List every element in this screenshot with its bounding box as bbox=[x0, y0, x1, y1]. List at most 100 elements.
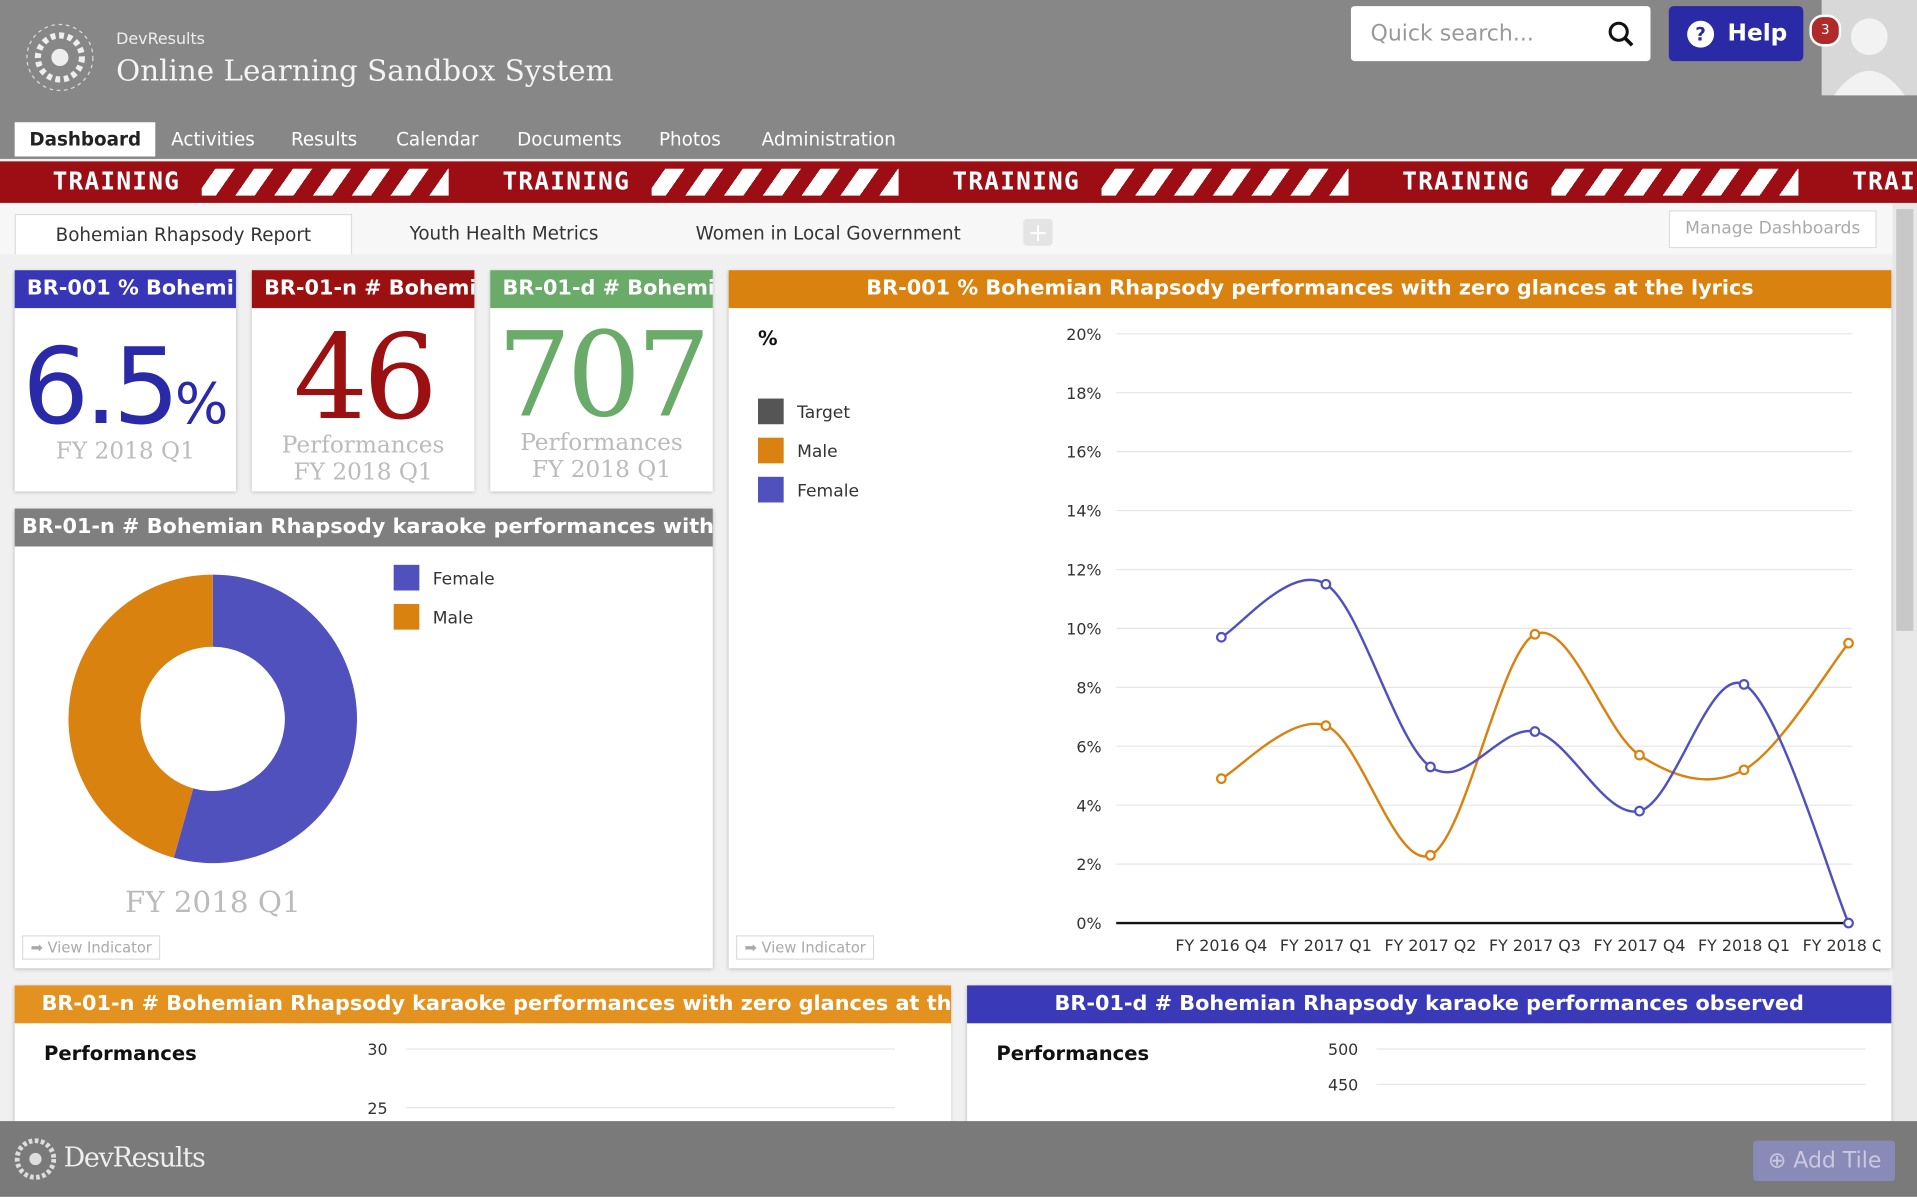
footer: DevResults ⊕ Add Tile bbox=[0, 1121, 1917, 1197]
search-box[interactable]: Quick search... bbox=[1350, 6, 1651, 62]
y-tick-label: 450 bbox=[1328, 1076, 1358, 1095]
add-tile[interactable]: ⊕ Add Tile bbox=[1753, 1140, 1895, 1182]
dashboard-tab[interactable]: Youth Health Metrics bbox=[409, 222, 599, 245]
avatar[interactable] bbox=[1821, 0, 1917, 96]
tile-period: FY 2018 Q1 bbox=[55, 437, 195, 465]
footer-logo bbox=[14, 1138, 57, 1180]
legend-label: Female bbox=[433, 569, 495, 589]
donut-chart: Female Male bbox=[68, 564, 495, 864]
data-point bbox=[1634, 749, 1645, 761]
x-tick-label: FY 2017 Q1 bbox=[1280, 936, 1372, 955]
dashboard-tab[interactable]: Women in Local Government bbox=[695, 222, 961, 245]
help-button[interactable]: ? Help bbox=[1668, 6, 1804, 62]
data-point bbox=[1215, 631, 1227, 643]
y-tick-label: 16% bbox=[1066, 443, 1101, 462]
nav-item[interactable]: Results bbox=[290, 128, 358, 151]
help-icon: ? bbox=[1687, 20, 1715, 48]
y-tick-label: 500 bbox=[1328, 1040, 1358, 1059]
help-label: Help bbox=[1727, 19, 1788, 47]
value: 6.5 bbox=[22, 326, 179, 449]
banner-text: TRAINING bbox=[502, 166, 631, 196]
y-tick-label: 6% bbox=[1076, 737, 1101, 756]
legend-label: Male bbox=[797, 442, 838, 462]
legend-label: Target bbox=[796, 403, 850, 423]
data-point bbox=[1425, 761, 1436, 773]
data-point bbox=[1215, 773, 1227, 785]
legend-swatch bbox=[393, 564, 420, 591]
y-axis-label: Performances bbox=[996, 1042, 1149, 1065]
y-tick-label: 18% bbox=[1066, 384, 1101, 403]
tile: BR-01-d # Bohemi... 707 Performances FY … bbox=[490, 270, 713, 492]
nav-item[interactable]: Dashboard bbox=[14, 122, 156, 157]
data-point bbox=[1529, 628, 1541, 640]
tile-title: BR-001 % Bohemi... bbox=[14, 270, 236, 309]
add-tile-label: Add Tile bbox=[1793, 1148, 1882, 1174]
bar-panel: BR-01-d # Bohemian Rhapsody karaoke perf… bbox=[967, 985, 1892, 1145]
nav-item[interactable]: Calendar bbox=[396, 128, 479, 151]
scrollbar bbox=[1892, 202, 1917, 1122]
bar-chart: Performances 500 450 bbox=[996, 1040, 1866, 1095]
banner-stripes bbox=[651, 168, 899, 196]
data-point bbox=[1320, 720, 1332, 732]
y-tick-label: 8% bbox=[1076, 678, 1101, 697]
panel-title: BR-01-d # Bohemian Rhapsody karaoke perf… bbox=[967, 985, 1892, 1024]
banner-stripes bbox=[1551, 168, 1799, 196]
brand: DevResults bbox=[116, 30, 205, 49]
legend-swatch bbox=[757, 437, 784, 464]
series-line bbox=[1220, 631, 1850, 858]
data-point bbox=[1425, 849, 1436, 861]
y-tick-label: 14% bbox=[1066, 502, 1101, 521]
data-point bbox=[1738, 679, 1750, 690]
y-tick-label: 0% bbox=[1076, 914, 1101, 933]
x-tick-label: FY 2016 Q4 bbox=[1175, 936, 1267, 955]
tile-period: FY 2018 Q1 bbox=[531, 456, 672, 483]
legend-label: Female bbox=[797, 481, 859, 501]
panel-title: BR-001 % Bohemian Rhapsody performances … bbox=[728, 270, 1892, 309]
bar-chart: Performances 30 25 bbox=[44, 1040, 895, 1118]
system-name: Online Learning Sandbox System bbox=[116, 53, 614, 89]
banner-text: TRAINING bbox=[1852, 166, 1917, 196]
panel-title: BR-01-n # Bohemian Rhapsody karaoke perf… bbox=[14, 985, 952, 1024]
nav-item[interactable]: Activities bbox=[171, 128, 255, 151]
view-indicator[interactable]: ➡ View Indicator bbox=[22, 935, 161, 960]
tile-title: BR-01-d # Bohemi... bbox=[490, 270, 713, 309]
view-indicator[interactable]: ➡ View Indicator bbox=[735, 935, 875, 960]
data-point bbox=[1320, 578, 1332, 590]
legend-swatch bbox=[757, 398, 784, 425]
dashboard-tab[interactable]: Bohemian Rhapsody Report bbox=[14, 213, 353, 255]
banner-text: TRAINING bbox=[952, 166, 1080, 196]
training-banner: TRAINING TRAINING TRAINING TRAINING TRAINING bbox=[0, 161, 1917, 203]
svg-text:?: ? bbox=[1695, 24, 1706, 45]
tile-label: Performances bbox=[281, 431, 445, 459]
data-point bbox=[1529, 726, 1541, 737]
link-text: View Indicator bbox=[47, 938, 152, 957]
tile-value: 46 bbox=[293, 309, 437, 447]
notification-badge[interactable]: 3 bbox=[1809, 14, 1842, 47]
search-placeholder: Quick search... bbox=[1370, 20, 1534, 47]
avatar-icon bbox=[1833, 18, 1905, 96]
legend-swatch bbox=[757, 476, 784, 503]
x-tick-label: FY 2018 Q2 bbox=[1803, 936, 1892, 955]
header: DevResults Online Learning Sandbox Syste… bbox=[0, 0, 1917, 159]
link-text: View Indicator bbox=[761, 938, 866, 957]
line-chart: %0%2%4%6%8%10%12%14%16%18%20%FY 2016 Q4 F… bbox=[757, 325, 1892, 955]
y-tick-label: 30 bbox=[367, 1040, 387, 1059]
banner-stripes bbox=[201, 168, 449, 196]
y-axis-label: % bbox=[758, 327, 778, 350]
y-tick-label: 4% bbox=[1076, 796, 1101, 815]
y-tick-label: 25 bbox=[367, 1099, 387, 1118]
donut-panel: BR-01-n # Bohemian Rhapsody karaoke perf… bbox=[14, 508, 713, 969]
add-tab[interactable]: + bbox=[1023, 218, 1053, 246]
bar-panel: BR-01-n # Bohemian Rhapsody karaoke perf… bbox=[14, 985, 952, 1145]
x-labels: FY 2016 Q4 FY 2017 Q1 FY 2017 Q2 FY 2017 Q3… bbox=[1175, 936, 1892, 955]
nav-item[interactable]: Photos bbox=[658, 128, 721, 151]
tile-value: 707 bbox=[496, 306, 711, 444]
nav-item[interactable]: Documents bbox=[517, 128, 622, 151]
footer-brand: DevResults bbox=[63, 1143, 206, 1174]
nav-item[interactable]: Administration bbox=[761, 128, 896, 151]
data-point bbox=[1738, 764, 1750, 776]
logo bbox=[26, 23, 94, 92]
search-icon bbox=[1608, 21, 1634, 47]
manage-dashboards[interactable]: Manage Dashboards bbox=[1668, 210, 1877, 249]
unit: % bbox=[174, 370, 229, 437]
